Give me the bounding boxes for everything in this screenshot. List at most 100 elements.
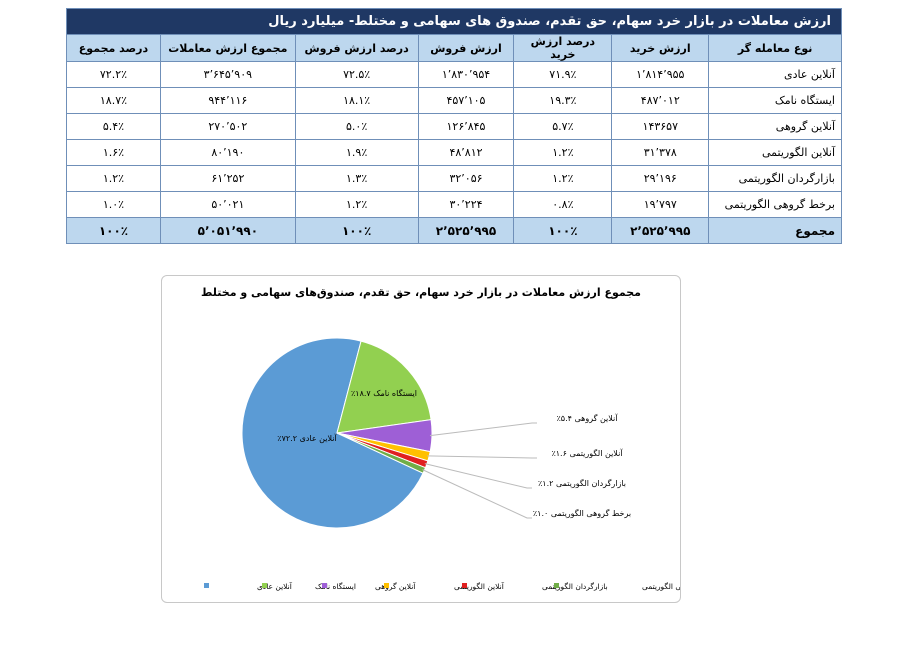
table-cell: ۱.۳٪: [294, 165, 419, 192]
label-category: آنلاین گروهی: [574, 413, 618, 423]
legend-label: آنلاین عادی: [257, 581, 293, 591]
table-cell: درصد مجموع: [66, 34, 161, 62]
table-cell: ۴۸۷٬۰۱۲: [611, 87, 710, 114]
legend-label: بازارگردان الگوریتمی: [542, 582, 608, 591]
table-cell: ۲٬۵۲۵٬۹۹۵: [417, 217, 515, 244]
table-cell: ۲۷۰٬۵۰۲: [159, 113, 296, 140]
table-cell: ۱٬۸۳۰٬۹۵۴: [417, 61, 515, 88]
table-cell: ۱۰۰٪: [294, 217, 419, 244]
table-cell: ۱۰۰٪: [513, 217, 613, 244]
label-value: ۵.۴٪: [556, 414, 571, 423]
chart-box: مجموع ارزش معاملات در بازار خرد سهام، حق…: [161, 275, 717, 603]
table-cell: ۵.۴٪: [66, 113, 161, 140]
label-value: ۱.۲٪: [538, 479, 553, 488]
table-cell: ۹۴۴٬۱۱۶: [159, 87, 296, 114]
label-category: ایستگاه نامک: [373, 388, 417, 398]
table-cell: نوع معامله گر: [708, 34, 842, 62]
table-cell: ۱۹.۳٪: [513, 87, 613, 114]
table-cell: ۱.۲٪: [66, 165, 161, 192]
table-row: مجموع ۲٬۵۲۵٬۹۹۵ ۱۰۰٪ ۲٬۵۲۵٬۹۹۵ ۱۰۰٪ ۵٬۰۵۱٬۹۹۰…: [66, 217, 842, 244]
legend-swatch: [204, 583, 209, 588]
table-cell: برخط گروهی الگوریتمی: [708, 191, 842, 218]
label-category: آنلاین الگوریتمی: [569, 448, 623, 458]
title-row: ارزش معاملات در بازار خرد سهام، حق تقدم،…: [66, 8, 842, 35]
label-category: بازارگردان الگوریتمی: [556, 478, 626, 488]
table-cell: ۷۲.۵٪: [294, 61, 419, 88]
table-cell: درصد ارزش فروش: [294, 34, 419, 62]
leader-line: [427, 455, 537, 459]
table-cell: ۰.۸٪: [513, 191, 613, 218]
legend-swatch: [554, 583, 559, 588]
table-cell: ۷۱.۹٪: [513, 61, 613, 88]
pie-slice: [241, 337, 424, 529]
table-row: نوع معامله گر ارزش خرید درصد ارزش خرید ارزش…: [66, 34, 842, 62]
label-value: ۱۸.۷٪: [351, 389, 371, 398]
legend-label: آنلاین گروهی: [375, 581, 416, 591]
table-cell: ۴۵۷٬۱۰۵: [417, 87, 515, 114]
table-cell: ۱.۹٪: [294, 139, 419, 166]
table-cell: ۵٬۰۵۱٬۹۹۰: [159, 217, 296, 244]
data-label: آنلاین گروهی ۵.۴٪: [556, 413, 618, 423]
legend-swatch: [462, 583, 467, 588]
table-cell: ۵.۰٪: [294, 113, 419, 140]
table-cell: ۱.۲٪: [513, 165, 613, 192]
table-cell: مجموع: [708, 217, 842, 244]
table-cell: ۱.۲٪: [294, 191, 419, 218]
table-cell: ۱.۰٪: [66, 191, 161, 218]
table-cell: ۱۹٬۷۹۷: [611, 191, 710, 218]
table-row: بازارگردان الگوریتمی ۲۹٬۱۹۶ ۱.۲٪ ۳۲٬۰۵۶ ۱.۳٪…: [66, 165, 842, 192]
table-title: ارزش معاملات در بازار خرد سهام، حق تقدم،…: [66, 8, 842, 35]
table-cell: ۱.۶٪: [66, 139, 161, 166]
data-label: آنلاین عادی ۷۲.۲٪: [277, 433, 337, 443]
data-label: ایستگاه نامک ۱۸.۷٪: [351, 388, 417, 398]
table-cell: ارزش خرید: [611, 34, 710, 62]
table-cell: آنلاین الگوریتمی: [708, 139, 842, 166]
table-cell: ۱٬۸۱۴٬۹۵۵: [611, 61, 710, 88]
data-label: برخط گروهی الگوریتمی ۱.۰٪: [533, 508, 631, 518]
table-cell: ۳٬۶۴۵٬۹۰۹: [159, 61, 296, 88]
leader-line: [422, 469, 532, 519]
legend-swatch: [262, 583, 267, 588]
table-row: آنلاین گروهی ۱۴۳۶۵۷ ۵.۷٪ ۱۲۶٬۸۴۵ ۵.۰٪ ۲۷۰٬۵۰۲…: [66, 113, 842, 140]
data-label: آنلاین الگوریتمی ۱.۶٪: [551, 448, 623, 458]
table-cell: ۸۰٬۱۹۰: [159, 139, 296, 166]
leader-line: [424, 463, 532, 489]
table-cell: ۵۰٬۰۲۱: [159, 191, 296, 218]
leader-line: [429, 422, 537, 437]
table-cell: ۳۰٬۲۲۴: [417, 191, 515, 218]
table-cell: ۱.۲٪: [513, 139, 613, 166]
table-cell: مجموع ارزش معاملات: [159, 34, 296, 62]
table-row: برخط گروهی الگوریتمی ۱۹٬۷۹۷ ۰.۸٪ ۳۰٬۲۲۴ ۱.۲٪…: [66, 191, 842, 218]
table-cell: آنلاین گروهی: [708, 113, 842, 140]
label-category: برخط گروهی الگوریتمی: [551, 508, 631, 518]
table-cell: ۶۱٬۲۵۲: [159, 165, 296, 192]
legend-label: آنلاین الگوریتمی: [454, 581, 505, 591]
table-cell: آنلاین عادی: [708, 61, 842, 88]
table-cell: ۱۴۳۶۵۷: [611, 113, 710, 140]
table-cell: ۱۸.۱٪: [294, 87, 419, 114]
table-cell: ۱۰۰٪: [66, 217, 161, 244]
table-cell: بازارگردان الگوریتمی: [708, 165, 842, 192]
table-cell: ۴۸٬۸۱۲: [417, 139, 515, 166]
table-cell: ۷۲.۲٪: [66, 61, 161, 88]
table-cell: ۲۹٬۱۹۶: [611, 165, 710, 192]
label-value: ۱.۰٪: [533, 509, 548, 518]
legend-swatch: [384, 583, 389, 588]
table-row: آنلاین عادی ۱٬۸۱۴٬۹۵۵ ۷۱.۹٪ ۱٬۸۳۰٬۹۵۴ ۷۲.۵٪ ۳…: [66, 61, 842, 88]
table-cell: ارزش فروش: [417, 34, 515, 62]
table-cell: ۳۲٬۰۵۶: [417, 165, 515, 192]
data-label: بازارگردان الگوریتمی ۱.۲٪: [538, 478, 626, 488]
label-value: ۷۲.۲٪: [277, 434, 297, 443]
label-value: ۱.۶٪: [551, 449, 566, 458]
legend-swatch: [322, 583, 327, 588]
legend-label: ایستگاه نامک: [315, 582, 356, 591]
chart: مجموع ارزش معاملات در بازار خرد سهام، حق…: [201, 286, 717, 591]
table-cell: ۳۱٬۳۷۸: [611, 139, 710, 166]
table-cell: ۲٬۵۲۵٬۹۹۵: [611, 217, 710, 244]
chart-title: مجموع ارزش معاملات در بازار خرد سهام، حق…: [201, 286, 641, 299]
table-row: ایستگاه نامک ۴۸۷٬۰۱۲ ۱۹.۳٪ ۴۵۷٬۱۰۵ ۱۸.۱٪ ۹۴۴٬…: [66, 87, 842, 114]
pie-slice: [336, 340, 432, 434]
table-cell: ۱۲۶٬۸۴۵: [417, 113, 515, 140]
table-cell: درصد ارزش خرید: [513, 34, 613, 62]
